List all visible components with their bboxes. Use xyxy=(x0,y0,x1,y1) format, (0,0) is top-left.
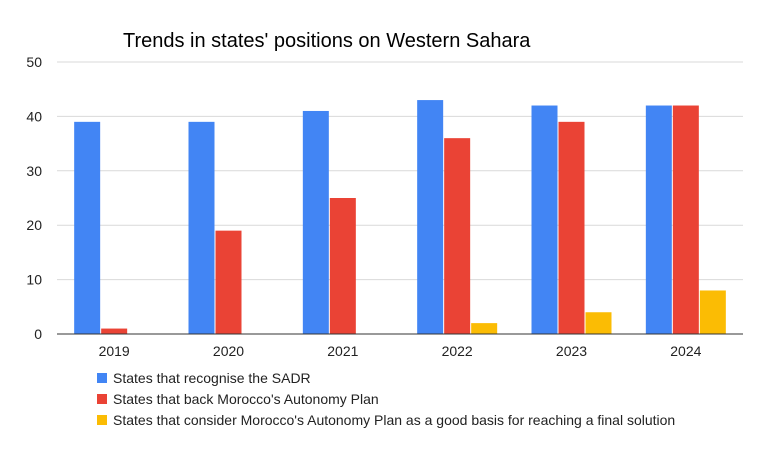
x-axis: 2019 2020 2021 2022 2023 2024 xyxy=(99,343,702,359)
bar-2019-series-2 xyxy=(101,328,128,334)
legend-swatch xyxy=(97,415,107,425)
bar-2020-series-2 xyxy=(215,230,242,334)
legend-swatch xyxy=(97,394,107,404)
bar-2024-series-1 xyxy=(645,105,672,335)
legend-label: States that recognise the SADR xyxy=(113,370,311,386)
legend-label: States that consider Morocco's Autonomy … xyxy=(113,412,675,428)
bar-2024-series-2 xyxy=(672,105,699,335)
bar-2022-series-2 xyxy=(444,138,471,334)
bar-2019-series-1 xyxy=(74,121,101,334)
y-tick-label: 0 xyxy=(34,326,42,342)
bar-2021-series-1 xyxy=(302,110,329,335)
bar-2023-series-3 xyxy=(585,312,612,334)
legend-label: States that back Morocco's Autonomy Plan xyxy=(113,391,379,407)
x-tick-label: 2023 xyxy=(556,343,587,359)
bar-2022-series-1 xyxy=(417,100,444,334)
bar-2023-series-2 xyxy=(558,121,585,334)
y-tick-label: 20 xyxy=(26,217,42,233)
bar-2020-series-1 xyxy=(188,121,215,334)
y-tick-label: 40 xyxy=(26,108,42,124)
legend-swatch xyxy=(97,373,107,383)
x-tick-label: 2021 xyxy=(327,343,358,359)
bar-2021-series-2 xyxy=(329,198,356,334)
legend: States that recognise the SADR States tha… xyxy=(97,370,675,428)
y-tick-label: 50 xyxy=(26,54,42,70)
bar-2023-series-1 xyxy=(531,105,558,335)
x-tick-label: 2024 xyxy=(670,343,701,359)
x-tick-label: 2019 xyxy=(99,343,130,359)
y-axis: 0 10 20 30 40 50 xyxy=(26,54,42,342)
bars xyxy=(74,100,726,335)
y-tick-label: 30 xyxy=(26,163,42,179)
x-tick-label: 2022 xyxy=(442,343,473,359)
chart-title: Trends in states' positions on Western S… xyxy=(123,30,531,52)
y-tick-label: 10 xyxy=(26,272,42,288)
gridlines xyxy=(57,61,743,281)
bar-2022-series-3 xyxy=(471,323,498,334)
bar-2024-series-3 xyxy=(699,290,726,334)
x-tick-label: 2020 xyxy=(213,343,244,359)
